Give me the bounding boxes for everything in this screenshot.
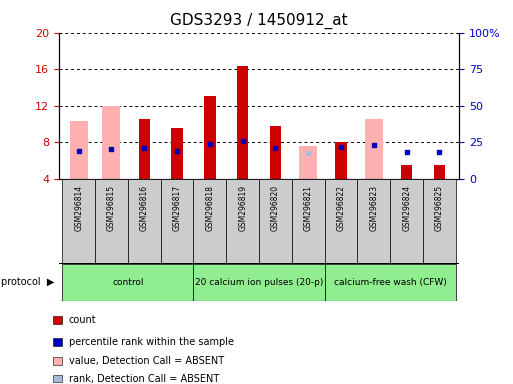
Text: GSM296818: GSM296818 (205, 185, 214, 231)
Bar (226, 179, 259, 263)
Bar (171, 128, 183, 179)
Text: GSM296815: GSM296815 (107, 185, 116, 232)
Bar (70, 121, 88, 179)
Text: GSM296817: GSM296817 (172, 185, 182, 232)
Bar (103, 106, 121, 179)
Text: GDS3293 / 1450912_at: GDS3293 / 1450912_at (170, 13, 348, 29)
Text: GSM296819: GSM296819 (238, 185, 247, 232)
Text: percentile rank within the sample: percentile rank within the sample (69, 337, 233, 347)
Text: protocol  ▶: protocol ▶ (1, 277, 54, 287)
Text: GSM296823: GSM296823 (369, 185, 379, 232)
Bar (336, 142, 347, 179)
Bar (401, 165, 412, 179)
Text: GSM296824: GSM296824 (402, 185, 411, 232)
Bar (62, 179, 95, 263)
Bar (139, 119, 150, 179)
Text: GSM296822: GSM296822 (337, 185, 346, 231)
Bar (53, 357, 62, 365)
Bar (95, 179, 128, 263)
Bar (62, 264, 193, 301)
Text: GSM296814: GSM296814 (74, 185, 83, 232)
Text: GSM296821: GSM296821 (304, 185, 313, 231)
Bar (358, 179, 390, 263)
Bar (423, 179, 456, 263)
Text: GSM296825: GSM296825 (435, 185, 444, 232)
Bar (325, 264, 456, 301)
Bar (270, 126, 281, 179)
Bar (53, 375, 62, 382)
Bar (259, 179, 292, 263)
Bar (161, 179, 193, 263)
Bar (433, 165, 445, 179)
Bar (237, 66, 248, 179)
Bar (53, 316, 62, 324)
Bar (204, 96, 215, 179)
Bar (365, 119, 383, 179)
Bar (292, 179, 325, 263)
Bar (299, 146, 317, 179)
Text: control: control (112, 278, 144, 287)
Text: count: count (69, 315, 96, 325)
Text: GSM296820: GSM296820 (271, 185, 280, 232)
Text: GSM296816: GSM296816 (140, 185, 149, 232)
Text: value, Detection Call = ABSENT: value, Detection Call = ABSENT (69, 356, 224, 366)
Bar (53, 338, 62, 346)
Text: 20 calcium ion pulses (20-p): 20 calcium ion pulses (20-p) (195, 278, 323, 287)
Bar (193, 179, 226, 263)
Text: calcium-free wash (CFW): calcium-free wash (CFW) (334, 278, 447, 287)
Bar (128, 179, 161, 263)
Bar (325, 179, 358, 263)
Bar (193, 264, 325, 301)
Text: rank, Detection Call = ABSENT: rank, Detection Call = ABSENT (69, 374, 219, 384)
Bar (390, 179, 423, 263)
